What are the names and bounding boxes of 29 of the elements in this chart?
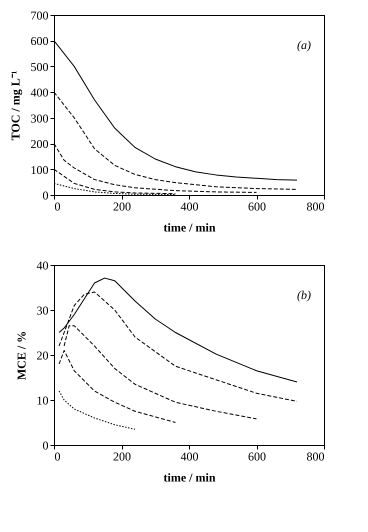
y-tick-label: 0 (42, 188, 48, 202)
x-axis-title: time / min (164, 220, 216, 234)
y-tick-label: 200 (30, 137, 48, 152)
y-tick-label: 700 (30, 8, 48, 22)
y-tick-label: 500 (30, 60, 48, 74)
x-tick-label: 400 (180, 200, 198, 214)
x-axis-title: time / min (164, 470, 216, 484)
y-tick-label: 20 (36, 348, 48, 362)
y-tick-label: 10 (36, 394, 48, 408)
y-tick-label: 100 (30, 162, 48, 177)
x-tick-label: 0 (54, 450, 60, 464)
y-tick-label: 30 (36, 304, 48, 318)
x-tick-label: 800 (306, 200, 324, 214)
y-tick-label: 300 (30, 111, 48, 126)
x-tick-label: 200 (113, 200, 131, 214)
x-tick-label: 600 (248, 200, 266, 214)
x-tick-label: 800 (306, 450, 324, 464)
y-tick-label: 0 (42, 438, 48, 452)
y-tick-label: 400 (30, 86, 48, 100)
y-tick-label: 40 (36, 258, 48, 272)
x-tick-label: 600 (248, 450, 266, 464)
x-tick-label: 200 (113, 450, 131, 464)
y-tick-label: 600 (30, 34, 48, 48)
y-axis-title: TOC / mg L⁻¹ (8, 70, 22, 140)
annotation: (a) (297, 38, 311, 52)
x-tick-label: 400 (180, 450, 198, 464)
x-tick-label: 0 (54, 200, 60, 214)
annotation: (b) (297, 288, 311, 302)
y-axis-title: MCE / % (14, 330, 28, 380)
